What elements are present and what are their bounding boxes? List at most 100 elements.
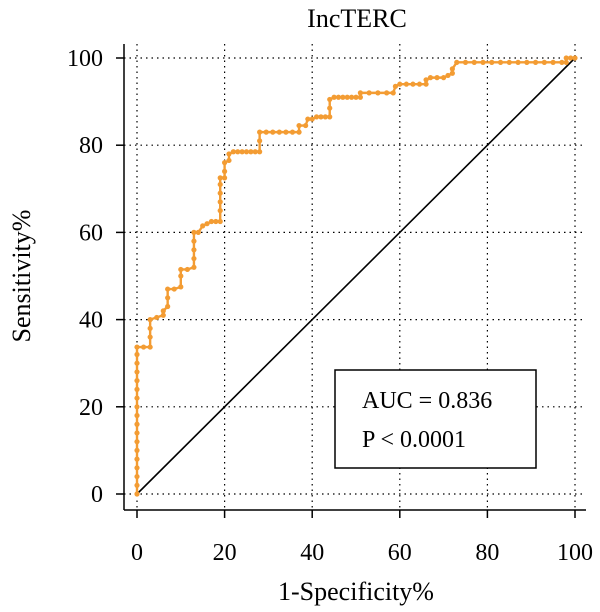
roc-point <box>165 295 171 301</box>
roc-point <box>134 430 140 436</box>
roc-point <box>283 129 289 135</box>
roc-point <box>375 90 381 96</box>
y-tick-label: 100 <box>67 46 103 72</box>
roc-point <box>344 94 350 100</box>
roc-point <box>506 59 512 65</box>
roc-point <box>226 157 232 164</box>
roc-point <box>392 83 399 89</box>
roc-point <box>178 273 184 279</box>
roc-point <box>147 334 153 340</box>
roc-point <box>217 218 223 225</box>
grid <box>124 44 586 510</box>
roc-point <box>427 75 434 81</box>
roc-point <box>309 116 315 122</box>
roc-point <box>200 223 206 229</box>
roc-point <box>134 439 140 445</box>
roc-point <box>462 59 469 65</box>
roc-point <box>489 59 495 65</box>
roc-point <box>213 218 219 225</box>
roc-point <box>222 168 228 174</box>
roc-point <box>296 129 302 135</box>
roc-point <box>403 81 409 87</box>
roc-point <box>366 90 372 96</box>
roc-point <box>449 70 455 76</box>
roc-point <box>340 94 346 100</box>
roc-point <box>289 129 296 135</box>
roc-point <box>243 149 250 155</box>
x-axis-label: 1-Specificity% <box>278 577 434 606</box>
x-tick-label: 20 <box>213 540 237 566</box>
roc-point <box>195 229 201 235</box>
roc-point <box>410 81 416 87</box>
roc-point <box>357 94 363 100</box>
roc-point <box>178 284 184 290</box>
roc-point <box>313 114 320 120</box>
roc-point <box>134 456 140 462</box>
roc-point <box>550 59 556 65</box>
roc-point <box>322 114 328 120</box>
roc-point <box>171 286 177 292</box>
x-tick-label: 80 <box>475 540 499 566</box>
roc-point <box>480 59 486 65</box>
x-tick-label: 60 <box>388 540 412 566</box>
roc-point <box>248 149 254 155</box>
roc-point <box>423 77 429 83</box>
roc-point <box>134 421 140 427</box>
reference-line <box>136 57 576 495</box>
roc-point <box>257 149 263 155</box>
roc-point <box>191 264 197 270</box>
roc-point <box>165 286 171 292</box>
x-tick-label: 100 <box>557 540 593 566</box>
y-tick-label: 60 <box>79 220 103 246</box>
roc-point <box>353 94 359 100</box>
chart-title: IncTERC <box>307 4 407 33</box>
y-tick-label: 80 <box>79 133 103 159</box>
roc-point <box>184 266 190 273</box>
roc-point <box>563 59 569 65</box>
ticks: 0 20 40 60 80 100 0 20 40 60 80 100 <box>67 46 593 566</box>
roc-point <box>541 59 547 65</box>
roc-point <box>235 149 241 155</box>
roc-point <box>191 255 197 262</box>
roc-point <box>208 218 215 225</box>
roc-point <box>449 66 455 72</box>
roc-point <box>134 412 140 419</box>
roc-point <box>305 116 311 122</box>
roc-point <box>222 160 228 166</box>
roc-point <box>178 266 184 273</box>
roc-point <box>134 473 140 480</box>
roc-point <box>497 59 504 65</box>
roc-point <box>160 312 166 318</box>
roc-point <box>296 122 302 129</box>
roc-point <box>257 129 263 135</box>
roc-point <box>134 491 140 497</box>
roc-point <box>454 59 460 65</box>
roc-point <box>252 149 258 155</box>
roc-point <box>524 59 530 65</box>
roc-point <box>559 59 565 65</box>
roc-point <box>276 129 282 135</box>
roc-point <box>572 55 578 61</box>
roc-point <box>384 90 390 96</box>
roc-point <box>217 199 223 205</box>
series-group <box>134 55 578 497</box>
roc-point <box>134 447 140 453</box>
roc-point <box>441 75 447 81</box>
roc-point <box>160 308 166 314</box>
roc-point <box>270 129 276 135</box>
roc-point <box>349 94 355 100</box>
auc-box <box>334 369 537 469</box>
roc-point <box>226 151 232 157</box>
roc-point <box>147 325 153 331</box>
roc-point <box>165 303 171 310</box>
y-tick-label: 20 <box>79 395 103 421</box>
roc-point <box>331 94 337 100</box>
roc-point <box>257 138 263 144</box>
roc-point <box>239 149 245 155</box>
roc-point <box>263 129 269 135</box>
roc-point <box>222 175 228 181</box>
roc-point <box>134 378 140 384</box>
roc-point <box>134 344 140 350</box>
roc-point <box>335 94 342 100</box>
